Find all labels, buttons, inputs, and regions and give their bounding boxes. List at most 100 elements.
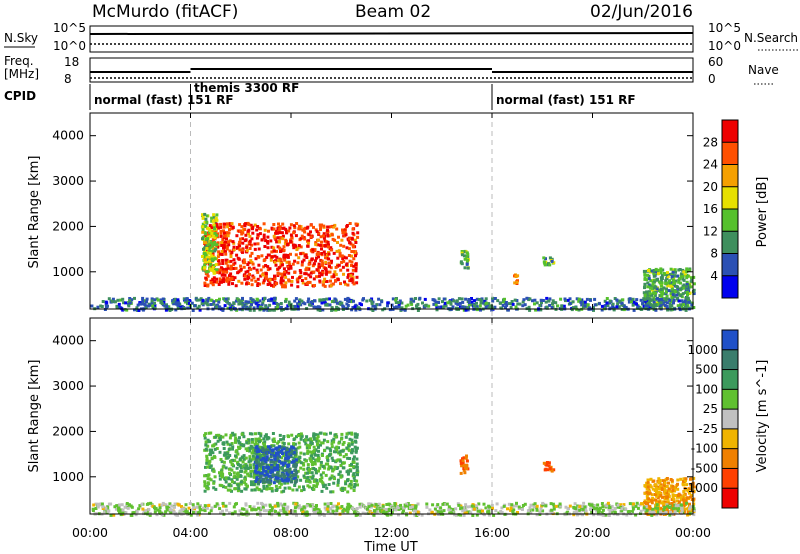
- data-cell: [219, 231, 223, 235]
- data-cell: [355, 435, 359, 439]
- data-cell: [643, 276, 647, 280]
- data-cell: [282, 475, 286, 479]
- power-colorbar-swatch: [722, 164, 738, 187]
- data-cell: [225, 270, 229, 274]
- data-cell: [339, 243, 343, 247]
- data-cell: [465, 251, 469, 255]
- data-cell: [652, 304, 656, 307]
- data-cell: [287, 271, 291, 275]
- data-cell: [690, 303, 694, 307]
- data-cell: [287, 470, 291, 474]
- data-cell: [216, 439, 220, 443]
- data-cell: [650, 304, 654, 308]
- data-cell: [266, 268, 270, 272]
- data-cell: [248, 455, 252, 459]
- data-cell: [670, 275, 674, 279]
- data-cell: [263, 228, 267, 232]
- data-cell: [631, 507, 635, 511]
- data-cell: [215, 243, 219, 247]
- data-cell: [668, 489, 671, 493]
- data-cell: [283, 285, 287, 289]
- data-cell: [334, 298, 338, 302]
- data-cell: [208, 224, 212, 228]
- data-cell: [417, 306, 421, 310]
- data-cell: [320, 252, 324, 255]
- data-cell: [253, 443, 257, 446]
- data-cell: [144, 306, 148, 310]
- data-cell: [461, 457, 464, 461]
- data-cell: [301, 251, 305, 255]
- data-cell: [608, 511, 612, 515]
- freq-label: Freq.: [4, 54, 34, 68]
- data-cell: [687, 286, 691, 290]
- data-cell: [198, 308, 202, 312]
- data-cell: [346, 304, 350, 307]
- data-cell: [247, 474, 251, 478]
- data-cell: [226, 225, 230, 229]
- data-cell: [330, 474, 334, 478]
- data-cell: [258, 232, 262, 236]
- data-cell: [377, 502, 381, 506]
- data-cell: [465, 454, 468, 458]
- data-cell: [101, 300, 105, 303]
- cpid-label: CPID: [4, 89, 36, 103]
- data-cell: [248, 432, 252, 436]
- data-cell: [341, 231, 345, 235]
- data-cell: [350, 260, 354, 264]
- data-cell: [337, 502, 340, 506]
- data-cell: [692, 306, 696, 309]
- data-cell: [480, 297, 484, 301]
- data-cell: [180, 505, 183, 508]
- data-cell: [441, 502, 445, 506]
- data-cell: [314, 243, 318, 247]
- data-cell: [274, 475, 278, 479]
- data-cell: [291, 243, 295, 247]
- data-cell: [291, 509, 295, 513]
- data-cell: [270, 308, 274, 312]
- x-tick-label: 04:00: [172, 525, 208, 540]
- data-cell: [160, 300, 163, 303]
- data-cell: [652, 272, 656, 276]
- data-cell: [280, 308, 284, 312]
- data-cell: [306, 300, 310, 304]
- data-cell: [297, 485, 301, 489]
- data-cell: [534, 308, 538, 312]
- nave-label: Nave: [748, 63, 779, 77]
- data-cell: [546, 468, 550, 472]
- data-cell: [257, 488, 261, 491]
- data-cell: [370, 302, 374, 306]
- data-cell: [670, 498, 674, 501]
- data-cell: [651, 282, 655, 286]
- velocity-colorbar-tick-label: -100: [691, 442, 718, 456]
- data-cell: [273, 463, 277, 466]
- power-ylabel: Slant Range [km]: [27, 156, 42, 269]
- data-cell: [342, 272, 345, 276]
- data-cell: [222, 236, 226, 240]
- data-cell: [688, 268, 692, 272]
- data-cell: [529, 503, 533, 507]
- data-cell: [100, 305, 104, 308]
- data-cell: [461, 461, 465, 465]
- velocity-colorbar-swatch: [722, 349, 738, 370]
- data-cell: [674, 504, 678, 508]
- power-colorbar-swatch: [722, 120, 738, 143]
- data-cell: [272, 308, 276, 312]
- data-cell: [361, 298, 365, 302]
- data-cell: [508, 302, 511, 306]
- data-cell: [218, 483, 222, 487]
- data-cell: [141, 299, 145, 303]
- data-cell: [162, 513, 166, 517]
- data-cell: [306, 471, 309, 475]
- data-cell: [263, 473, 267, 477]
- data-cell: [673, 274, 677, 278]
- data-cell: [270, 250, 274, 254]
- data-cell: [274, 484, 278, 488]
- data-cell: [278, 479, 282, 483]
- data-cell: [130, 298, 134, 302]
- data-cell: [531, 508, 535, 512]
- data-cell: [266, 308, 270, 312]
- data-cell: [226, 222, 229, 226]
- data-cell: [355, 304, 359, 308]
- data-cell: [338, 254, 342, 258]
- data-cell: [412, 299, 416, 303]
